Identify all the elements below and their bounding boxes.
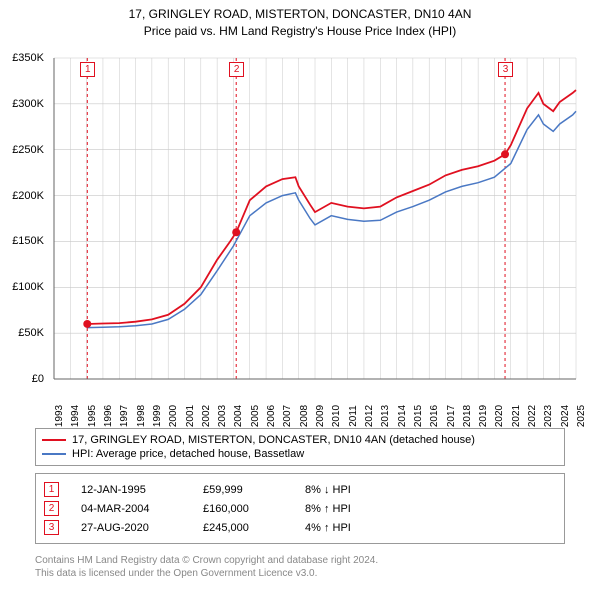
- x-tick-label: 1999: [152, 405, 163, 427]
- title-line2: Price paid vs. HM Land Registry's House …: [0, 23, 600, 40]
- x-tick-label: 1993: [54, 405, 65, 427]
- x-tick-label: 1994: [70, 405, 81, 427]
- legend-box: 17, GRINGLEY ROAD, MISTERTON, DONCASTER,…: [35, 428, 565, 466]
- x-tick-label: 2000: [168, 405, 179, 427]
- transactions-table: 1 12-JAN-1995 £59,999 8% ↓ HPI 2 04-MAR-2004 £…: [35, 473, 565, 544]
- x-tick-label: 2022: [527, 405, 538, 427]
- y-axis-labels: £0 £50K £100K £150K £200K £250K £300K £350K: [0, 48, 48, 383]
- x-tick-label: 2014: [397, 405, 408, 427]
- transaction-row: 1 12-JAN-1995 £59,999 8% ↓ HPI: [44, 480, 556, 499]
- attrib-line1: Contains HM Land Registry data © Crown c…: [35, 554, 565, 567]
- transaction-pct: 8% ↓ HPI: [305, 484, 435, 496]
- attribution-text: Contains HM Land Registry data © Crown c…: [35, 554, 565, 580]
- x-tick-label: 2003: [217, 405, 228, 427]
- x-tick-label: 2013: [380, 405, 391, 427]
- transaction-pct: 4% ↑ HPI: [305, 522, 435, 534]
- transaction-row: 2 04-MAR-2004 £160,000 8% ↑ HPI: [44, 499, 556, 518]
- x-axis-labels: 1993199419951996199719981999200020012002…: [50, 386, 580, 420]
- y-tick-label: £0: [32, 373, 44, 385]
- y-tick-label: £250K: [12, 144, 44, 156]
- legend-swatch-2: [42, 453, 66, 455]
- x-tick-label: 1996: [103, 405, 114, 427]
- y-tick-label: £200K: [12, 190, 44, 202]
- x-tick-label: 2001: [185, 405, 196, 427]
- y-tick-label: £300K: [12, 98, 44, 110]
- y-tick-label: £50K: [18, 327, 44, 339]
- transaction-price: £160,000: [203, 503, 283, 515]
- x-tick-label: 2020: [494, 405, 505, 427]
- y-tick-label: £350K: [12, 52, 44, 64]
- x-tick-label: 2006: [266, 405, 277, 427]
- legend-row-series2: HPI: Average price, detached house, Bass…: [42, 447, 558, 461]
- x-tick-label: 2010: [331, 405, 342, 427]
- chart-svg: [50, 48, 580, 383]
- transaction-marker-icon: 1: [44, 482, 59, 497]
- x-tick-label: 1995: [87, 405, 98, 427]
- legend-label-1: 17, GRINGLEY ROAD, MISTERTON, DONCASTER,…: [72, 434, 475, 446]
- x-tick-label: 2007: [282, 405, 293, 427]
- x-tick-label: 1998: [136, 405, 147, 427]
- title-line1: 17, GRINGLEY ROAD, MISTERTON, DONCASTER,…: [0, 6, 600, 23]
- x-tick-label: 2024: [560, 405, 571, 427]
- transaction-marker-icon: 3: [44, 520, 59, 535]
- x-tick-label: 2019: [478, 405, 489, 427]
- legend-label-2: HPI: Average price, detached house, Bass…: [72, 448, 304, 460]
- x-tick-label: 2009: [315, 405, 326, 427]
- price-marker-label: 1: [80, 62, 95, 77]
- chart-plot-area: 1 2 3: [50, 48, 580, 383]
- legend-swatch-1: [42, 439, 66, 441]
- transaction-date: 04-MAR-2004: [81, 503, 181, 515]
- x-tick-label: 2021: [511, 405, 522, 427]
- transaction-pct: 8% ↑ HPI: [305, 503, 435, 515]
- x-tick-label: 2005: [250, 405, 261, 427]
- x-tick-label: 2018: [462, 405, 473, 427]
- title-block: 17, GRINGLEY ROAD, MISTERTON, DONCASTER,…: [0, 0, 600, 40]
- x-tick-label: 2002: [201, 405, 212, 427]
- transaction-row: 3 27-AUG-2020 £245,000 4% ↑ HPI: [44, 518, 556, 537]
- x-tick-label: 2025: [576, 405, 587, 427]
- y-tick-label: £150K: [12, 235, 44, 247]
- legend-row-series1: 17, GRINGLEY ROAD, MISTERTON, DONCASTER,…: [42, 433, 558, 447]
- x-tick-label: 2017: [446, 405, 457, 427]
- transaction-price: £245,000: [203, 522, 283, 534]
- x-tick-label: 2004: [233, 405, 244, 427]
- chart-container: 17, GRINGLEY ROAD, MISTERTON, DONCASTER,…: [0, 0, 600, 590]
- x-tick-label: 1997: [119, 405, 130, 427]
- x-tick-label: 2011: [348, 405, 359, 427]
- x-tick-label: 2012: [364, 405, 375, 427]
- x-tick-label: 2015: [413, 405, 424, 427]
- x-tick-label: 2023: [543, 405, 554, 427]
- x-tick-label: 2016: [429, 405, 440, 427]
- transaction-price: £59,999: [203, 484, 283, 496]
- transaction-marker-icon: 2: [44, 501, 59, 516]
- price-marker-label: 3: [498, 62, 513, 77]
- y-tick-label: £100K: [12, 281, 44, 293]
- transaction-date: 12-JAN-1995: [81, 484, 181, 496]
- transaction-date: 27-AUG-2020: [81, 522, 181, 534]
- price-marker-label: 2: [229, 62, 244, 77]
- x-tick-label: 2008: [299, 405, 310, 427]
- attrib-line2: This data is licensed under the Open Gov…: [35, 567, 565, 580]
